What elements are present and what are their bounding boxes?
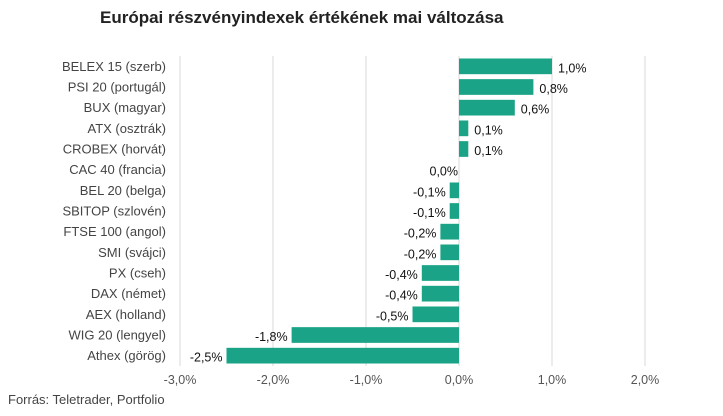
- category-label: ATX (osztrák): [88, 121, 167, 136]
- value-label: -0,2%: [404, 227, 437, 241]
- bar: [449, 182, 459, 199]
- bar: [440, 223, 459, 240]
- category-label: AEX (holland): [86, 307, 166, 322]
- category-label: CAC 40 (francia): [69, 162, 166, 177]
- category-label: WIG 20 (lengyel): [68, 328, 166, 343]
- value-label: 0,1%: [474, 123, 503, 137]
- x-tick-label: 0,0%: [445, 373, 474, 387]
- value-label: 1,0%: [558, 61, 587, 75]
- category-label: SMI (svájci): [98, 245, 166, 260]
- value-label: 0,8%: [539, 82, 568, 96]
- value-label: -0,1%: [413, 206, 446, 220]
- bar: [459, 141, 469, 157]
- bar: [226, 347, 459, 364]
- bar: [421, 285, 459, 302]
- category-label: CROBEX (horvát): [63, 142, 166, 157]
- category-label: Athex (görög): [87, 348, 166, 363]
- category-label: DAX (német): [91, 286, 166, 301]
- x-tick-label: 1,0%: [538, 373, 567, 387]
- bar: [449, 203, 459, 219]
- x-tick-label: -1,0%: [350, 373, 383, 387]
- x-tick-label: -3,0%: [164, 373, 197, 387]
- x-tick-label: -2,0%: [257, 373, 290, 387]
- category-label: BUX (magyar): [84, 100, 166, 115]
- value-label: 0,1%: [474, 144, 503, 158]
- bar: [459, 120, 469, 137]
- value-label: -0,5%: [376, 309, 409, 323]
- value-label: -2,5%: [190, 351, 223, 365]
- source-note: Forrás: Teletrader, Portfolio: [8, 392, 165, 407]
- bar: [459, 99, 515, 116]
- category-label: SBITOP (szlovén): [62, 204, 166, 219]
- value-label: -0,4%: [385, 289, 418, 303]
- value-label: -0,4%: [385, 268, 418, 282]
- value-label: -0,2%: [404, 247, 437, 261]
- value-label: -1,8%: [255, 330, 288, 344]
- bar: [459, 79, 534, 95]
- category-label: BELEX 15 (szerb): [62, 59, 166, 74]
- chart-title: Európai részvényindexek értékének mai vá…: [100, 8, 504, 27]
- x-tick-label: 2,0%: [631, 373, 660, 387]
- value-label: 0,0%: [430, 165, 459, 179]
- value-label: 0,6%: [521, 103, 550, 117]
- value-label: -0,1%: [413, 185, 446, 199]
- category-label: PSI 20 (portugál): [68, 80, 166, 95]
- category-label: PX (cseh): [109, 266, 166, 281]
- bar: [291, 327, 459, 343]
- category-label: FTSE 100 (angol): [63, 224, 166, 239]
- bar: [421, 265, 459, 281]
- bar: [440, 244, 459, 261]
- category-label: BEL 20 (belga): [80, 183, 166, 198]
- bar: [459, 58, 552, 75]
- bar: [412, 306, 459, 323]
